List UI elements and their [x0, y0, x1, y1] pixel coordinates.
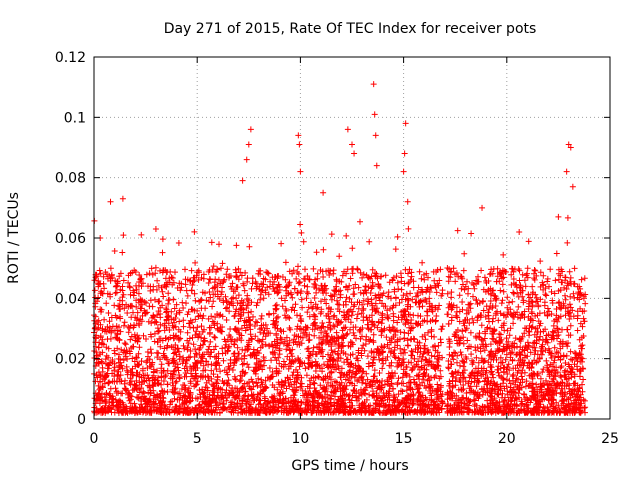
data-point	[479, 204, 486, 211]
data-point	[563, 168, 570, 175]
data-point	[245, 141, 252, 148]
data-point	[371, 111, 378, 118]
data-point	[569, 183, 576, 190]
data-point	[373, 162, 380, 169]
data-point	[247, 126, 254, 133]
data-point	[404, 198, 411, 205]
data-point	[119, 195, 126, 202]
data-point	[107, 198, 114, 205]
y-tick-label: 0.1	[64, 110, 86, 126]
data-point	[320, 189, 327, 196]
scatter-bulk-markers	[91, 214, 589, 416]
data-point	[297, 168, 304, 175]
data-point	[555, 213, 562, 220]
data-point	[243, 156, 250, 163]
x-tick-label: 25	[601, 431, 619, 447]
data-point	[296, 141, 303, 148]
x-axis-label: GPS time / hours	[291, 458, 408, 474]
data-point	[351, 150, 358, 157]
data-point	[349, 141, 355, 148]
y-tick-label: 0.12	[55, 50, 86, 66]
x-tick-label: 0	[90, 431, 99, 447]
y-tick-label: 0	[77, 412, 86, 428]
data-point	[400, 168, 407, 175]
y-tick-label: 0.02	[55, 352, 86, 368]
data-point	[516, 228, 523, 235]
x-tick-label: 10	[291, 431, 309, 447]
data-point	[152, 225, 159, 232]
y-tick-label: 0.04	[55, 291, 86, 307]
grid-lines	[94, 57, 610, 419]
data-point	[402, 120, 409, 127]
x-tick-label: 5	[193, 431, 202, 447]
axes: 0 0.02 0.04 0.06 0.08 0.1 0.12 0 5 10 15 20 25	[55, 50, 619, 447]
data-points	[91, 81, 589, 416]
y-tick-label: 0.06	[55, 231, 86, 247]
y-tick-label: 0.08	[55, 171, 86, 187]
data-point	[372, 132, 379, 139]
data-point	[239, 177, 246, 184]
data-point	[295, 132, 302, 139]
x-tick-label: 15	[395, 431, 413, 447]
data-point	[565, 141, 572, 148]
chart-title: Day 271 of 2015, Rate Of TEC Index for r…	[164, 21, 537, 37]
data-point	[401, 150, 408, 157]
data-point	[344, 126, 351, 133]
x-tick-label: 20	[498, 431, 516, 447]
data-point	[370, 81, 377, 88]
y-axis-label: ROTI / TECUs	[6, 192, 22, 284]
data-point	[567, 144, 574, 151]
